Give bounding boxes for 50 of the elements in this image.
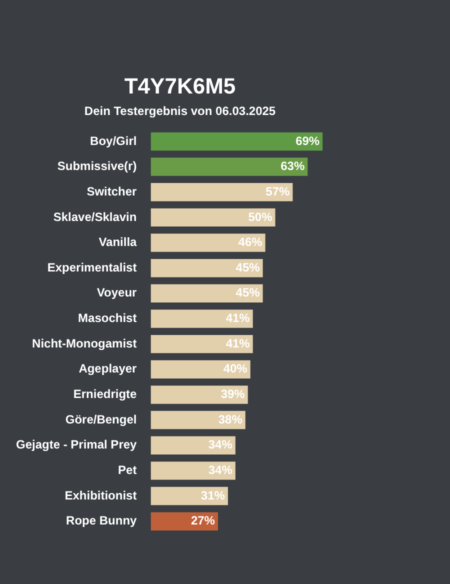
data-label: 39% [220,387,246,402]
bar [150,182,293,202]
y-tick-label: Boy/Girl [90,134,137,148]
y-tick-label: Submissive(r) [57,159,137,174]
y-tick-label: Ageplayer [78,362,138,376]
chart-subtitle: Dein Testergebnis von 06.03.2025 [84,104,276,118]
bar [150,486,228,506]
bar [150,386,248,404]
bar [150,512,218,530]
bar [150,360,250,379]
y-tick-label: Pet [118,463,137,477]
data-label: 31% [200,488,226,502]
data-label: 45% [236,286,260,300]
data-label: 50% [248,210,273,224]
y-tick-label: Masochist [78,311,137,326]
y-tick-label: Gejagte - Primal Prey [16,438,138,452]
bar [150,208,276,227]
bar [150,334,253,354]
bar [150,258,263,278]
bar [150,462,236,480]
y-tick-label: Vanilla [98,235,138,250]
bar [150,158,308,176]
bar [150,132,323,151]
data-label: 46% [238,235,263,250]
y-tick-label: Nicht-Monogamist [32,336,137,350]
bar [150,310,253,328]
y-tick-label: Sklave/Sklavin [53,210,137,224]
bar [150,284,263,303]
data-label: 41% [226,311,250,326]
data-label: 69% [296,134,320,148]
bar [150,234,266,252]
y-tick-label: Rope Bunny [66,514,138,528]
data-label: 38% [218,412,243,426]
data-label: 41% [226,336,250,350]
y-tick-label: Voyeur [96,286,138,300]
chart-title: T4Y7K6M5 [124,73,236,98]
y-tick-label: Erniedrigte [73,387,138,402]
y-tick-label: Switcher [86,184,138,198]
data-label: 34% [208,463,233,477]
data-label: 45% [236,260,260,274]
bar [150,410,246,430]
y-tick-label: Exhibitionist [64,488,137,502]
data-label: 27% [190,514,216,528]
y-tick-label: Göre/Bengel [65,412,137,426]
y-tick-label: Experimentalist [47,260,137,274]
data-label: 40% [223,362,248,376]
data-label: 63% [280,159,305,174]
data-label: 57% [266,184,290,198]
data-label: 34% [208,438,233,452]
bar [150,436,236,454]
